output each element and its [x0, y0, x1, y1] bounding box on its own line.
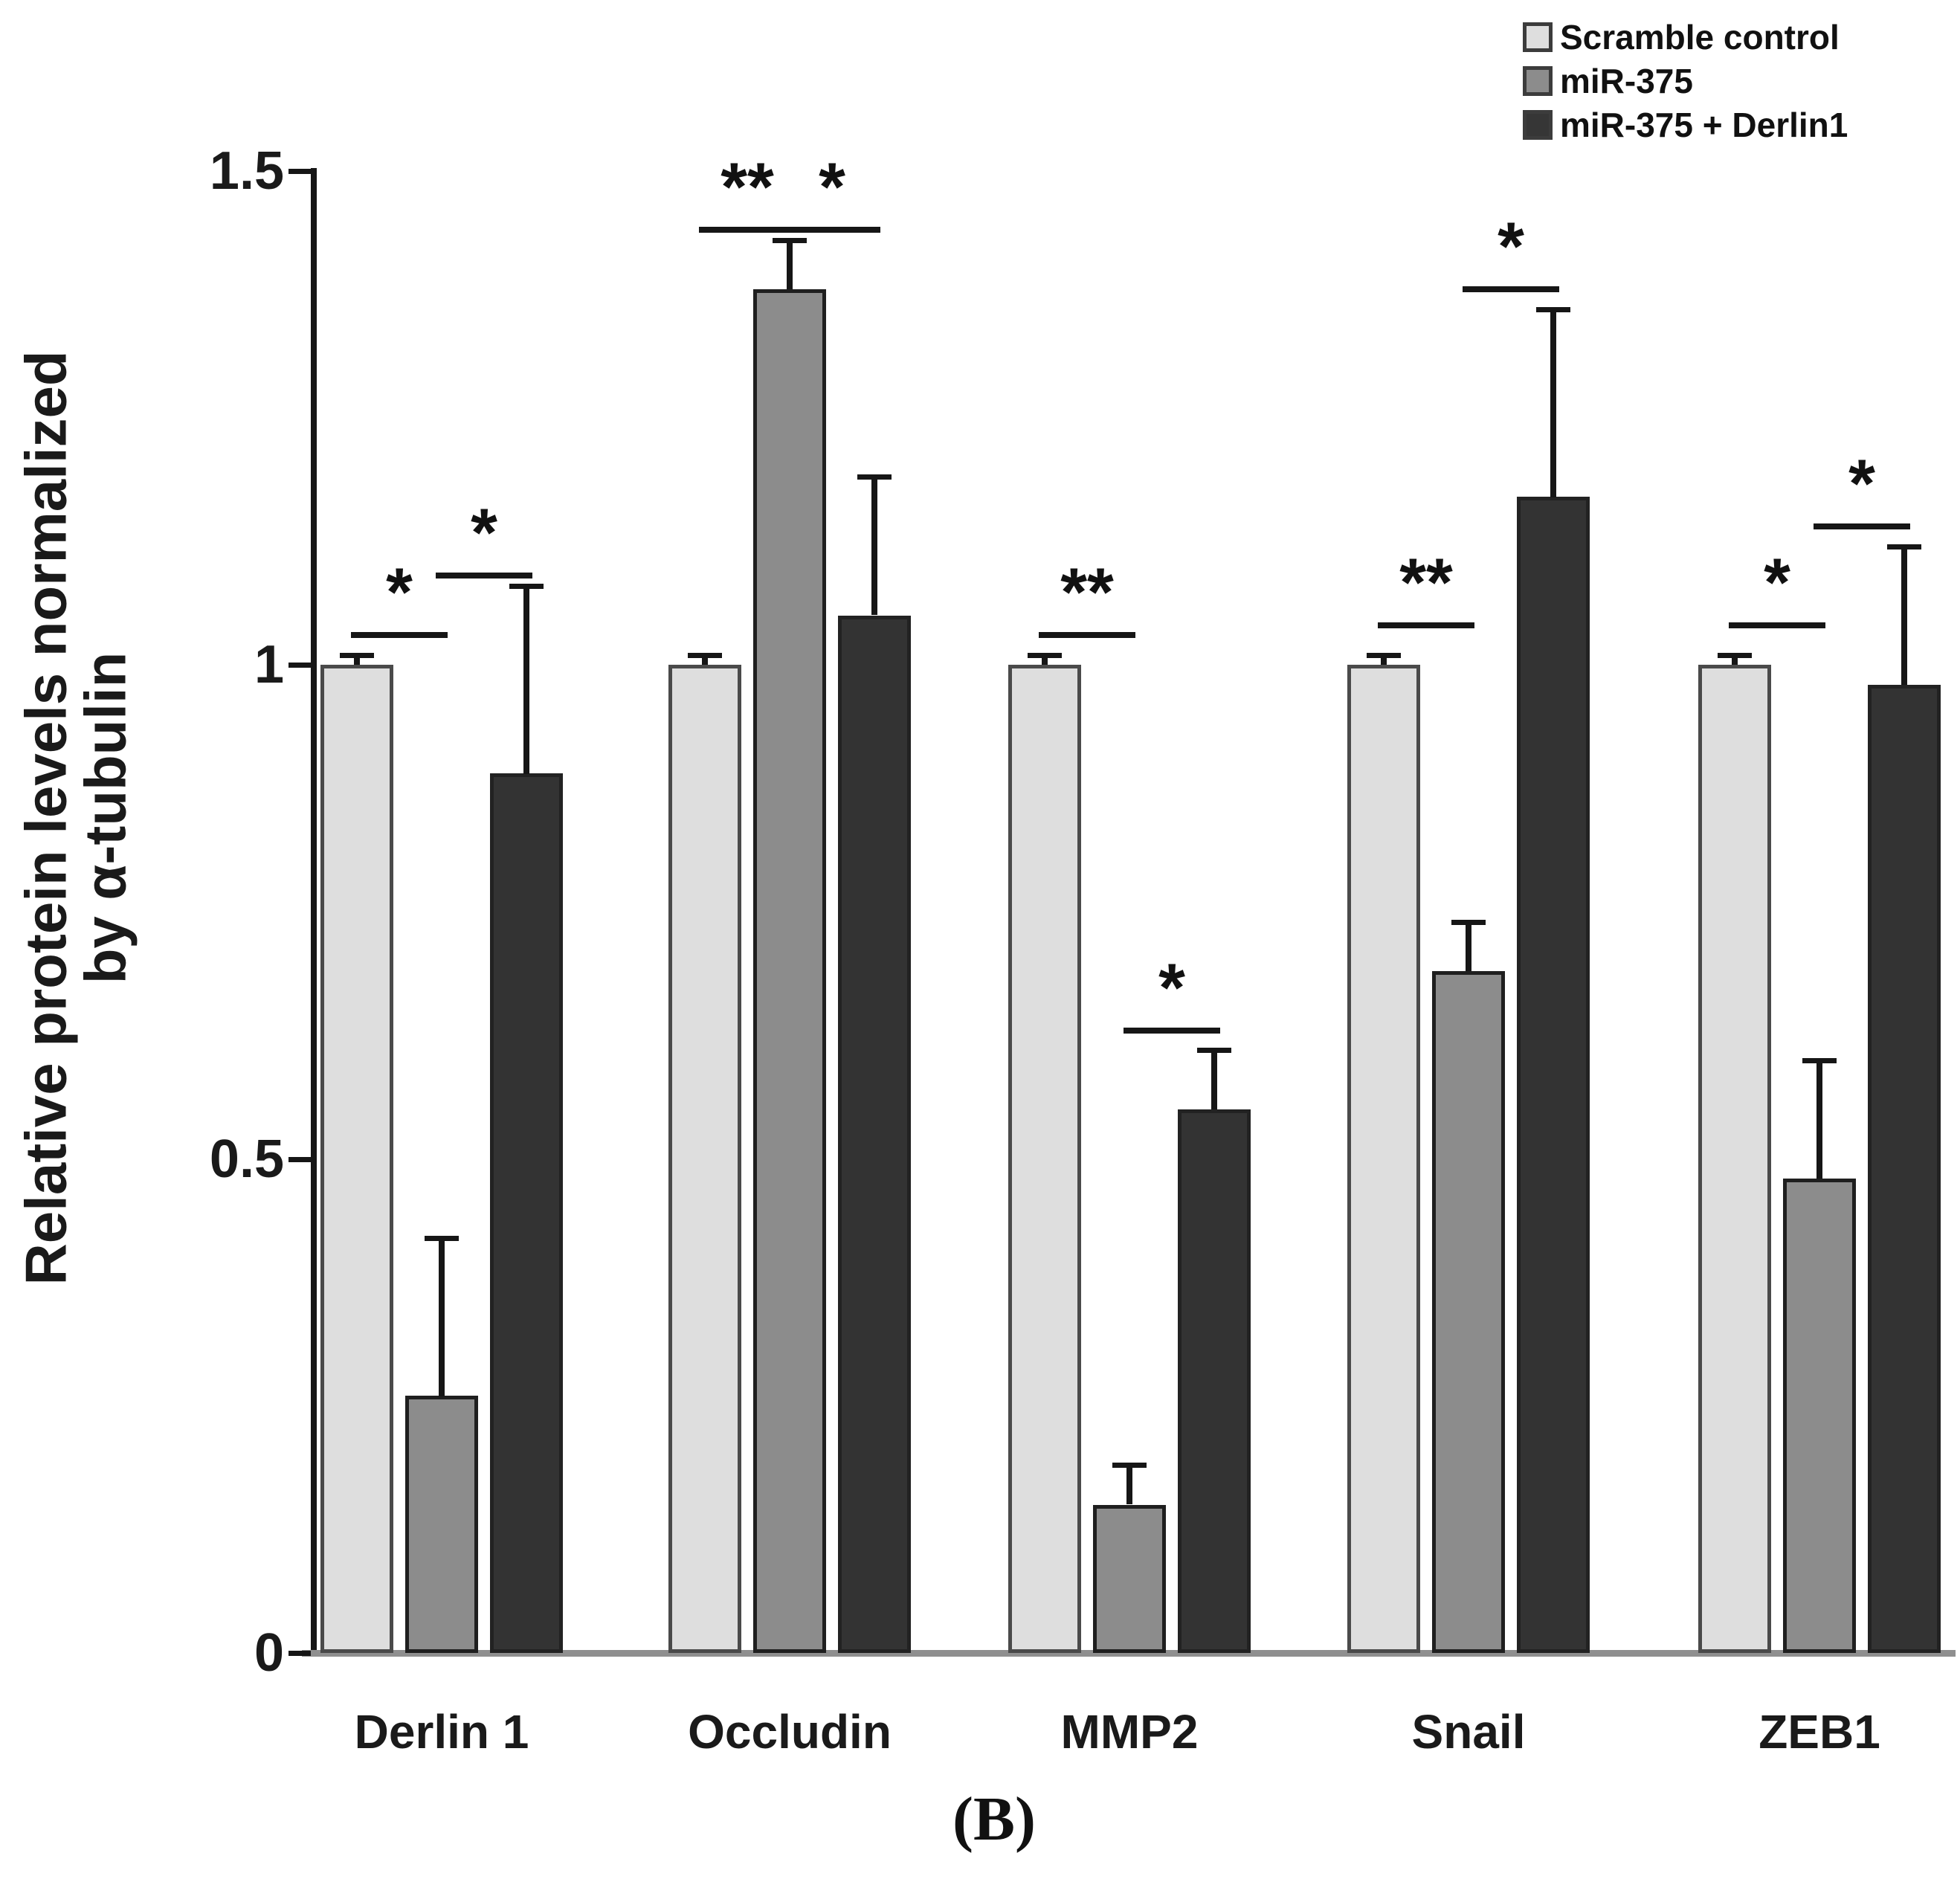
- legend-item: miR-375: [1523, 62, 1848, 100]
- error-bar-cap: [425, 1236, 459, 1241]
- significance-stars: **: [1399, 545, 1453, 621]
- significance-stars: *: [1158, 950, 1185, 1026]
- error-bar-stem: [1381, 655, 1387, 665]
- legend-item: miR-375 + Derlin1: [1523, 106, 1848, 144]
- bar: [405, 1396, 478, 1653]
- bar: [1178, 1109, 1251, 1653]
- error-bar-stem: [787, 240, 793, 289]
- error-bar-stem: [1732, 655, 1738, 665]
- error-bar-stem: [1901, 547, 1907, 685]
- significance-stars: *: [386, 555, 413, 631]
- bar: [490, 773, 563, 1653]
- error-bar-cap: [509, 584, 544, 589]
- x-axis-line: [302, 1650, 1956, 1657]
- error-bar-stem: [1816, 1060, 1822, 1179]
- legend-item: Scramble control: [1523, 18, 1848, 57]
- y-tick-mark: [288, 1157, 311, 1162]
- legend-label: miR-375 + Derlin1: [1560, 106, 1848, 144]
- error-bar-cap: [1197, 1048, 1231, 1053]
- error-bar-stem: [523, 586, 529, 774]
- legend-swatch-icon: [1523, 66, 1553, 96]
- bar: [1432, 971, 1505, 1653]
- legend-label: miR-375: [1560, 62, 1693, 100]
- significance-line: [1039, 632, 1135, 638]
- bar: [1698, 665, 1771, 1653]
- error-bar-stem: [439, 1238, 445, 1396]
- significance-line: [1814, 523, 1910, 529]
- y-tick-label: 0.5: [209, 1129, 284, 1189]
- category-label: MMP2: [1060, 1705, 1199, 1759]
- bar: [753, 289, 826, 1653]
- error-bar-cap: [1718, 653, 1752, 658]
- significance-line: [1463, 286, 1559, 292]
- category-label: Derlin 1: [354, 1705, 529, 1759]
- significance-line: [699, 227, 796, 233]
- significance-line: [1378, 622, 1474, 628]
- y-tick-label: 1: [254, 635, 284, 694]
- error-bar-cap: [773, 238, 807, 243]
- error-bar-stem: [702, 655, 708, 665]
- error-bar-stem: [1042, 655, 1048, 665]
- error-bar-cap: [1367, 653, 1401, 658]
- error-bar-stem: [1466, 922, 1471, 971]
- y-tick-label: 1.5: [209, 141, 284, 201]
- error-bar-cap: [1887, 544, 1921, 549]
- significance-line: [351, 632, 448, 638]
- error-bar-stem: [1211, 1050, 1217, 1109]
- error-bar-stem: [871, 477, 877, 615]
- bar: [838, 616, 911, 1653]
- error-bar-stem: [1126, 1465, 1132, 1504]
- significance-stars: *: [1498, 209, 1524, 285]
- figure-panel-label: (B): [952, 1785, 1036, 1854]
- bar: [1008, 665, 1081, 1653]
- legend-label: Scramble control: [1560, 18, 1840, 57]
- error-bar-stem: [1550, 309, 1556, 497]
- error-bar-cap: [1451, 920, 1486, 925]
- legend-swatch-icon: [1523, 22, 1553, 52]
- legend-swatch-icon: [1523, 110, 1553, 140]
- category-label: Snail: [1411, 1705, 1526, 1759]
- legend: Scramble control miR-375 miR-375 + Derlin1: [1523, 18, 1848, 152]
- error-bar-cap: [1802, 1058, 1837, 1063]
- y-tick-mark: [288, 1651, 311, 1656]
- y-axis-line: [311, 168, 317, 1653]
- significance-line: [1124, 1028, 1220, 1034]
- error-bar-cap: [1028, 653, 1062, 658]
- error-bar-cap: [1536, 307, 1570, 312]
- significance-line: [436, 573, 532, 578]
- category-label: ZEB1: [1758, 1705, 1880, 1759]
- y-tick-label: 0: [254, 1623, 284, 1683]
- bar: [1347, 665, 1420, 1653]
- significance-stars: **: [721, 149, 774, 225]
- significance-stars: *: [819, 149, 845, 225]
- bar: [320, 665, 393, 1653]
- significance-line: [1729, 622, 1825, 628]
- error-bar-cap: [1112, 1463, 1147, 1468]
- bar: [1093, 1505, 1166, 1653]
- y-axis-title-line1: Relative protein levels normalized: [13, 350, 79, 1286]
- y-tick-mark: [288, 169, 311, 174]
- y-tick-mark: [288, 663, 311, 668]
- error-bar-cap: [857, 474, 892, 480]
- bar: [1783, 1179, 1856, 1653]
- category-label: Occludin: [688, 1705, 892, 1759]
- bar: [668, 665, 741, 1653]
- significance-stars: *: [1764, 545, 1790, 621]
- bar: [1868, 685, 1941, 1653]
- significance-stars: **: [1060, 555, 1114, 631]
- significance-stars: *: [471, 495, 497, 571]
- error-bar-stem: [354, 655, 360, 665]
- significance-stars: *: [1848, 446, 1875, 522]
- error-bar-cap: [688, 653, 722, 658]
- significance-line: [784, 227, 880, 233]
- bar: [1517, 497, 1590, 1653]
- error-bar-cap: [340, 653, 374, 658]
